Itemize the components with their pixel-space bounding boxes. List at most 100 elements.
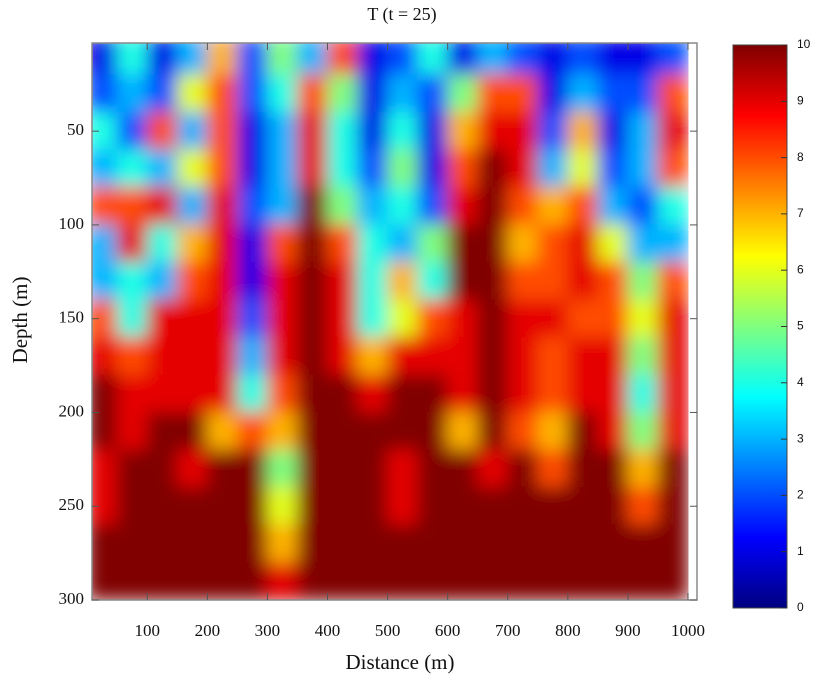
heat-cell xyxy=(327,524,359,563)
heat-cell xyxy=(387,486,419,526)
heat-cell xyxy=(417,186,449,226)
heat-cell xyxy=(597,374,629,413)
heat-cell xyxy=(627,336,659,376)
heat-cell xyxy=(92,411,118,451)
heat-cell xyxy=(657,224,689,263)
colorbar-tick-label: 0 xyxy=(797,600,804,614)
heat-cell xyxy=(327,374,359,413)
heat-cell xyxy=(116,299,148,338)
heat-cell xyxy=(417,561,449,600)
heat-cell xyxy=(92,74,118,113)
heat-cell xyxy=(357,186,389,226)
heat-cell xyxy=(266,224,298,263)
heat-cell xyxy=(116,186,148,226)
x-tick-label: 400 xyxy=(315,621,341,640)
heat-cell xyxy=(296,43,329,76)
heat-cell xyxy=(507,111,539,151)
y-tick-label: 50 xyxy=(67,120,84,139)
heat-cell xyxy=(266,111,298,151)
heat-cell xyxy=(236,524,268,563)
heat-cell xyxy=(567,374,599,413)
heat-cell xyxy=(417,224,449,263)
heat-cell xyxy=(176,111,208,151)
heat-cell xyxy=(357,261,389,301)
heat-cell xyxy=(387,261,419,301)
heat-cell xyxy=(176,261,208,301)
heat-cell xyxy=(627,524,659,563)
heatmap xyxy=(92,43,689,600)
heat-cell xyxy=(597,43,629,76)
heat-cell xyxy=(176,411,208,451)
heat-cell xyxy=(206,374,238,413)
heat-cell xyxy=(537,261,569,301)
heat-cell xyxy=(92,374,118,413)
heat-cell xyxy=(567,336,599,376)
heat-cell xyxy=(176,149,208,188)
heat-cell xyxy=(266,374,298,413)
heat-cell xyxy=(387,299,419,338)
heat-cell xyxy=(116,111,148,151)
heat-cell xyxy=(507,74,539,113)
heat-cell xyxy=(477,374,509,413)
y-tick-label: 250 xyxy=(59,495,85,514)
heat-cell xyxy=(296,561,329,600)
x-tick-label: 700 xyxy=(495,621,521,640)
heat-cell xyxy=(597,561,629,600)
colorbar-tick-label: 3 xyxy=(797,431,804,445)
colorbar-tick-label: 1 xyxy=(797,544,804,558)
heat-cell xyxy=(146,336,178,376)
heat-cell xyxy=(266,261,298,301)
heat-cell xyxy=(447,111,479,151)
heat-cell xyxy=(206,561,238,600)
heat-cell xyxy=(387,524,419,563)
heat-cell xyxy=(447,524,479,563)
heat-cell xyxy=(417,411,449,451)
heat-cell xyxy=(236,149,268,188)
heat-cell xyxy=(537,224,569,263)
heat-cell xyxy=(116,524,148,563)
heat-cell xyxy=(206,486,238,526)
heat-cell xyxy=(236,374,268,413)
heat-cell xyxy=(477,261,509,301)
heat-cell xyxy=(146,299,178,338)
heat-cell xyxy=(627,561,659,600)
heat-cell xyxy=(327,411,359,451)
heat-cell xyxy=(507,186,539,226)
heat-cell xyxy=(296,486,329,526)
heat-cell xyxy=(657,411,689,451)
heat-cell xyxy=(537,149,569,188)
heat-cell xyxy=(537,411,569,451)
heat-cell xyxy=(176,524,208,563)
heat-cell xyxy=(92,449,118,488)
heat-cell xyxy=(176,486,208,526)
heat-cell xyxy=(447,299,479,338)
heat-cell xyxy=(477,336,509,376)
chart-title: T (t = 25) xyxy=(367,4,436,25)
colorbar-tick-label: 2 xyxy=(797,488,804,502)
heat-cell xyxy=(597,224,629,263)
heat-cell xyxy=(417,374,449,413)
heat-cell xyxy=(477,149,509,188)
heat-cell xyxy=(567,149,599,188)
heat-cell xyxy=(627,486,659,526)
colorbar-tick-label: 7 xyxy=(797,206,804,220)
x-tick-label: 300 xyxy=(255,621,281,640)
heat-cell xyxy=(537,561,569,600)
heat-cell xyxy=(296,449,329,488)
heat-cell xyxy=(357,561,389,600)
heat-cell xyxy=(236,336,268,376)
heat-cell xyxy=(296,111,329,151)
heat-cell xyxy=(387,561,419,600)
heat-cell xyxy=(327,336,359,376)
heat-cell xyxy=(236,299,268,338)
heat-cell xyxy=(477,43,509,76)
heat-cell xyxy=(627,411,659,451)
heat-cell xyxy=(417,336,449,376)
y-tick-label: 200 xyxy=(59,401,85,420)
heat-cell xyxy=(537,486,569,526)
heat-cell xyxy=(447,43,479,76)
heat-cell xyxy=(146,524,178,563)
heat-cell xyxy=(266,299,298,338)
heat-cell xyxy=(146,224,178,263)
heat-cell xyxy=(447,486,479,526)
